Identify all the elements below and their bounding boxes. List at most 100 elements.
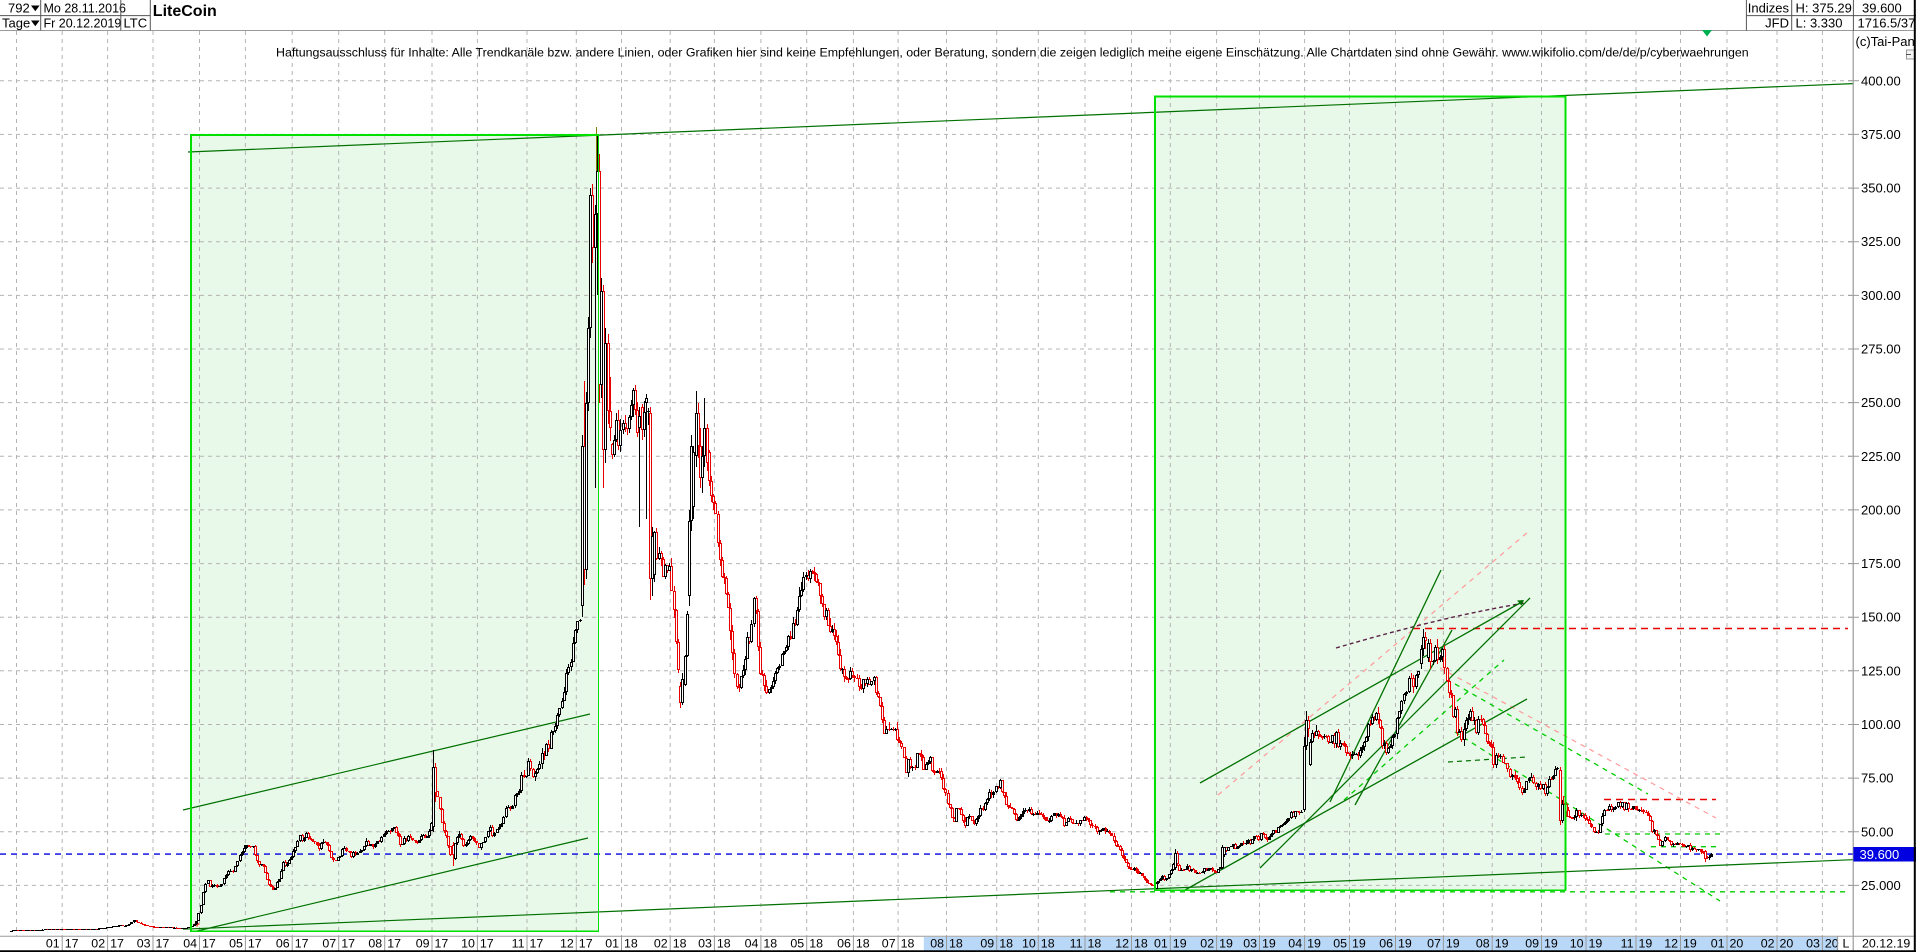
svg-text:10: 10: [461, 936, 475, 950]
svg-text:07: 07: [322, 936, 336, 950]
svg-text:10: 10: [1570, 936, 1584, 950]
svg-text:LTC: LTC: [124, 16, 148, 31]
svg-text:18: 18: [949, 936, 963, 950]
svg-text:150.00: 150.00: [1861, 610, 1901, 625]
svg-text:39.600: 39.600: [1860, 847, 1900, 862]
svg-text:18: 18: [809, 936, 823, 950]
svg-text:Tage: Tage: [2, 16, 30, 31]
svg-text:10: 10: [1022, 936, 1036, 950]
svg-text:275.00: 275.00: [1861, 342, 1901, 357]
svg-text:17: 17: [579, 936, 593, 950]
svg-text:17: 17: [295, 936, 309, 950]
svg-text:225.00: 225.00: [1861, 449, 1901, 464]
svg-text:11: 11: [512, 936, 525, 950]
svg-text:20.12.19: 20.12.19: [1862, 936, 1910, 950]
svg-text:19: 19: [1173, 936, 1187, 950]
svg-text:12: 12: [1115, 936, 1129, 950]
svg-text:75.00: 75.00: [1861, 771, 1894, 786]
svg-text:50.00: 50.00: [1861, 824, 1894, 839]
svg-text:09: 09: [416, 936, 430, 950]
svg-text:1716.5/37,: 1716.5/37,: [1858, 16, 1916, 31]
svg-text:08: 08: [368, 936, 382, 950]
svg-text:04: 04: [1288, 936, 1302, 950]
svg-text:400.00: 400.00: [1861, 73, 1901, 88]
svg-text:18: 18: [1088, 936, 1102, 950]
svg-text:18: 18: [717, 936, 731, 950]
svg-text:L: L: [1843, 936, 1850, 950]
svg-text:375.00: 375.00: [1861, 127, 1901, 142]
svg-text:350.00: 350.00: [1861, 181, 1901, 196]
svg-text:04: 04: [183, 936, 197, 950]
svg-text:17: 17: [435, 936, 449, 950]
svg-text:Indizes: Indizes: [1748, 1, 1790, 16]
svg-text:17: 17: [110, 936, 124, 950]
svg-text:19: 19: [1262, 936, 1276, 950]
svg-text:LiteCoin: LiteCoin: [153, 3, 217, 20]
svg-text:25.000: 25.000: [1861, 878, 1901, 893]
svg-text:19: 19: [1683, 936, 1697, 950]
svg-text:03: 03: [1243, 936, 1257, 950]
svg-text:Haftungsausschluss für Inhalte: Haftungsausschluss für Inhalte: Alle Tre…: [276, 46, 1749, 60]
svg-text:250.00: 250.00: [1861, 395, 1901, 410]
svg-text:17: 17: [530, 936, 544, 950]
svg-text:08: 08: [1476, 936, 1490, 950]
svg-text:17: 17: [387, 936, 401, 950]
svg-text:03: 03: [698, 936, 712, 950]
svg-text:300.00: 300.00: [1861, 288, 1901, 303]
svg-text:19: 19: [1495, 936, 1509, 950]
svg-text:19: 19: [1639, 936, 1653, 950]
svg-text:20: 20: [1730, 936, 1744, 950]
svg-text:18: 18: [673, 936, 687, 950]
svg-text:18: 18: [1041, 936, 1055, 950]
svg-text:11: 11: [1070, 936, 1083, 950]
svg-text:17: 17: [65, 936, 79, 950]
svg-text:19: 19: [1589, 936, 1603, 950]
svg-text:19: 19: [1398, 936, 1412, 950]
svg-text:18: 18: [856, 936, 870, 950]
svg-text:11: 11: [1621, 936, 1634, 950]
svg-text:05: 05: [1333, 936, 1347, 950]
svg-text:18: 18: [1134, 936, 1148, 950]
svg-text:08: 08: [930, 936, 944, 950]
svg-text:JFD: JFD: [1765, 16, 1789, 31]
svg-text:01: 01: [1154, 936, 1168, 950]
svg-text:02: 02: [1200, 936, 1214, 950]
svg-text:18: 18: [624, 936, 638, 950]
svg-text:12: 12: [1664, 936, 1678, 950]
svg-text:01: 01: [46, 936, 60, 950]
svg-text:H: 375.29: H: 375.29: [1796, 1, 1852, 16]
svg-text:06: 06: [1379, 936, 1393, 950]
svg-text:07: 07: [1427, 936, 1441, 950]
svg-text:125.00: 125.00: [1861, 663, 1901, 678]
svg-text:19: 19: [1219, 936, 1233, 950]
svg-text:04: 04: [745, 936, 759, 950]
svg-text:17: 17: [341, 936, 355, 950]
svg-text:19: 19: [1446, 936, 1460, 950]
svg-text:18: 18: [901, 936, 915, 950]
svg-text:09: 09: [1525, 936, 1539, 950]
svg-text:L: 3.330: L: 3.330: [1796, 16, 1843, 31]
svg-text:06: 06: [276, 936, 290, 950]
svg-text:17: 17: [480, 936, 494, 950]
svg-text:06: 06: [837, 936, 851, 950]
svg-text:19: 19: [1307, 936, 1321, 950]
svg-text:12: 12: [560, 936, 574, 950]
svg-text:17: 17: [202, 936, 216, 950]
svg-text:Mo 28.11.2016: Mo 28.11.2016: [44, 2, 127, 16]
svg-text:325.00: 325.00: [1861, 234, 1901, 249]
svg-text:07: 07: [882, 936, 896, 950]
svg-text:02: 02: [91, 936, 105, 950]
svg-text:18: 18: [763, 936, 777, 950]
svg-text:175.00: 175.00: [1861, 556, 1901, 571]
svg-text:17: 17: [248, 936, 262, 950]
svg-text:03: 03: [1806, 936, 1820, 950]
svg-text:02: 02: [1761, 936, 1775, 950]
svg-text:02: 02: [654, 936, 668, 950]
svg-text:39.600: 39.600: [1862, 1, 1902, 16]
svg-text:100.00: 100.00: [1861, 717, 1901, 732]
svg-text:01: 01: [605, 936, 619, 950]
svg-text:Fr 20.12.2019: Fr 20.12.2019: [44, 17, 122, 31]
svg-text:05: 05: [229, 936, 243, 950]
svg-text:20: 20: [1780, 936, 1794, 950]
svg-text:01: 01: [1711, 936, 1725, 950]
